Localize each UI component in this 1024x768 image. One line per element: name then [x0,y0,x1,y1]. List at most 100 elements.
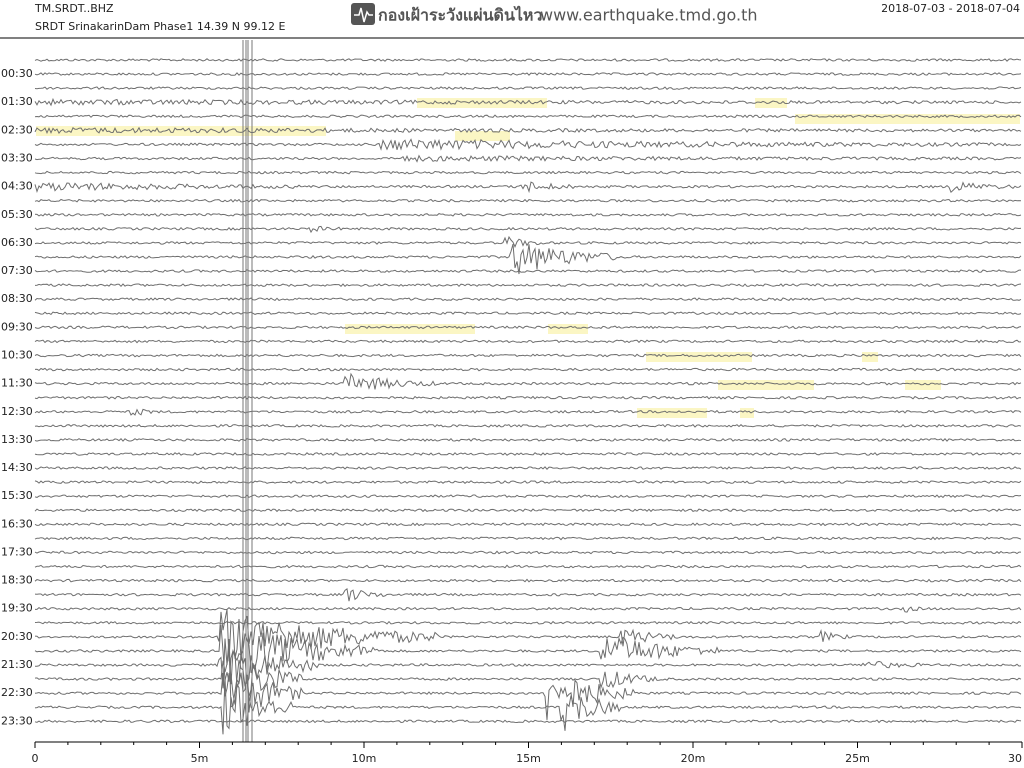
trace [34,536,1022,541]
trace [34,339,1022,344]
row-label: 12:30 [1,405,33,418]
highlight [548,324,588,334]
x-tick-label: 0 [32,752,39,765]
agency: กองเฝ้าระวังแผ่นดินไหว [378,6,542,25]
row-label: 10:30 [1,348,33,361]
trace [34,225,1022,234]
trace [34,212,1022,217]
trace [34,372,1022,390]
highlight [36,126,326,136]
trace [34,283,1022,288]
trace [34,170,1022,175]
trace [34,58,1022,62]
x-tick-label: 15m [516,752,541,765]
trace [34,466,1022,470]
row-label: 05:30 [1,208,33,221]
row-label: 20:30 [1,630,33,643]
highlight [417,98,547,108]
x-tick-label: 20m [681,752,706,765]
station: SRDT SrinakarinDam Phase1 14.39 N 99.12 … [35,20,286,33]
x-tick-label: 25m [845,752,870,765]
trace [35,606,1022,613]
trace [34,494,1022,499]
trace [34,235,1022,248]
trace [34,522,1022,527]
highlight [637,408,707,418]
trace [34,564,1022,569]
trace [34,609,1022,662]
trace [34,138,1022,151]
traces [34,40,1022,742]
row-label: 08:30 [1,292,33,305]
row-label: 17:30 [1,545,33,558]
trace [34,550,1021,555]
row-label: 23:30 [1,714,33,727]
trace [34,154,1022,163]
trace [34,325,1022,330]
row-label: 02:30 [1,123,33,136]
row-label: 18:30 [1,574,33,587]
row-label: 15:30 [1,489,33,502]
trace [34,672,1022,720]
highlight [740,408,754,418]
trace [34,353,1022,358]
row-label: 09:30 [1,320,33,333]
trace [34,676,1022,735]
trace [34,437,1022,442]
row-label: 21:30 [1,658,33,671]
trace [34,452,1022,456]
trace [34,243,1022,275]
highlight [455,131,510,141]
trace [34,719,1022,724]
row-label: 00:30 [1,67,33,80]
trace [34,578,1022,583]
channel: TM.SRDT..BHZ [34,2,114,15]
trace [34,198,1022,203]
trace [34,114,1022,119]
row-label: 16:30 [1,517,33,530]
row-label: 07:30 [1,264,33,277]
trace [34,181,1022,194]
trace [34,395,1022,400]
row-label: 19:30 [1,602,33,615]
trace [34,72,1022,76]
trace [34,97,1022,107]
date-range: 2018-07-03 - 2018-07-04 [881,2,1020,15]
row-label: 22:30 [1,686,33,699]
x-tick-label: 10m [352,752,377,765]
highlight [755,98,787,108]
highlight [345,324,475,334]
highlight [862,352,878,362]
row-label: 01:30 [1,95,33,108]
trace [34,508,1022,513]
trace [34,269,1021,273]
trace [34,408,1022,416]
row-label: 04:30 [1,180,33,193]
highlight [718,380,814,390]
row-label: 14:30 [1,461,33,474]
row-label: 03:30 [1,151,33,164]
row-label: 06:30 [1,236,33,249]
highlight [795,114,1020,124]
highlights [36,98,1020,418]
trace [34,620,1022,625]
trace [34,367,1022,372]
row-label: 13:30 [1,433,33,446]
row-label: 11:30 [1,377,33,390]
trace [34,588,1022,602]
trace [34,311,1022,316]
trace [34,297,1022,302]
trace [34,625,1022,682]
trace [34,423,1022,428]
trace [34,86,1022,90]
trace [34,480,1022,484]
trace [35,638,1022,689]
x-tick-label: 5m [191,752,209,765]
highlight [646,352,752,362]
trace [34,126,1022,135]
trace [34,645,1022,708]
website: www.earthquake.tmd.go.th [540,6,758,25]
logo-wave [354,7,373,23]
x-tick-label: 30 [1008,752,1022,765]
